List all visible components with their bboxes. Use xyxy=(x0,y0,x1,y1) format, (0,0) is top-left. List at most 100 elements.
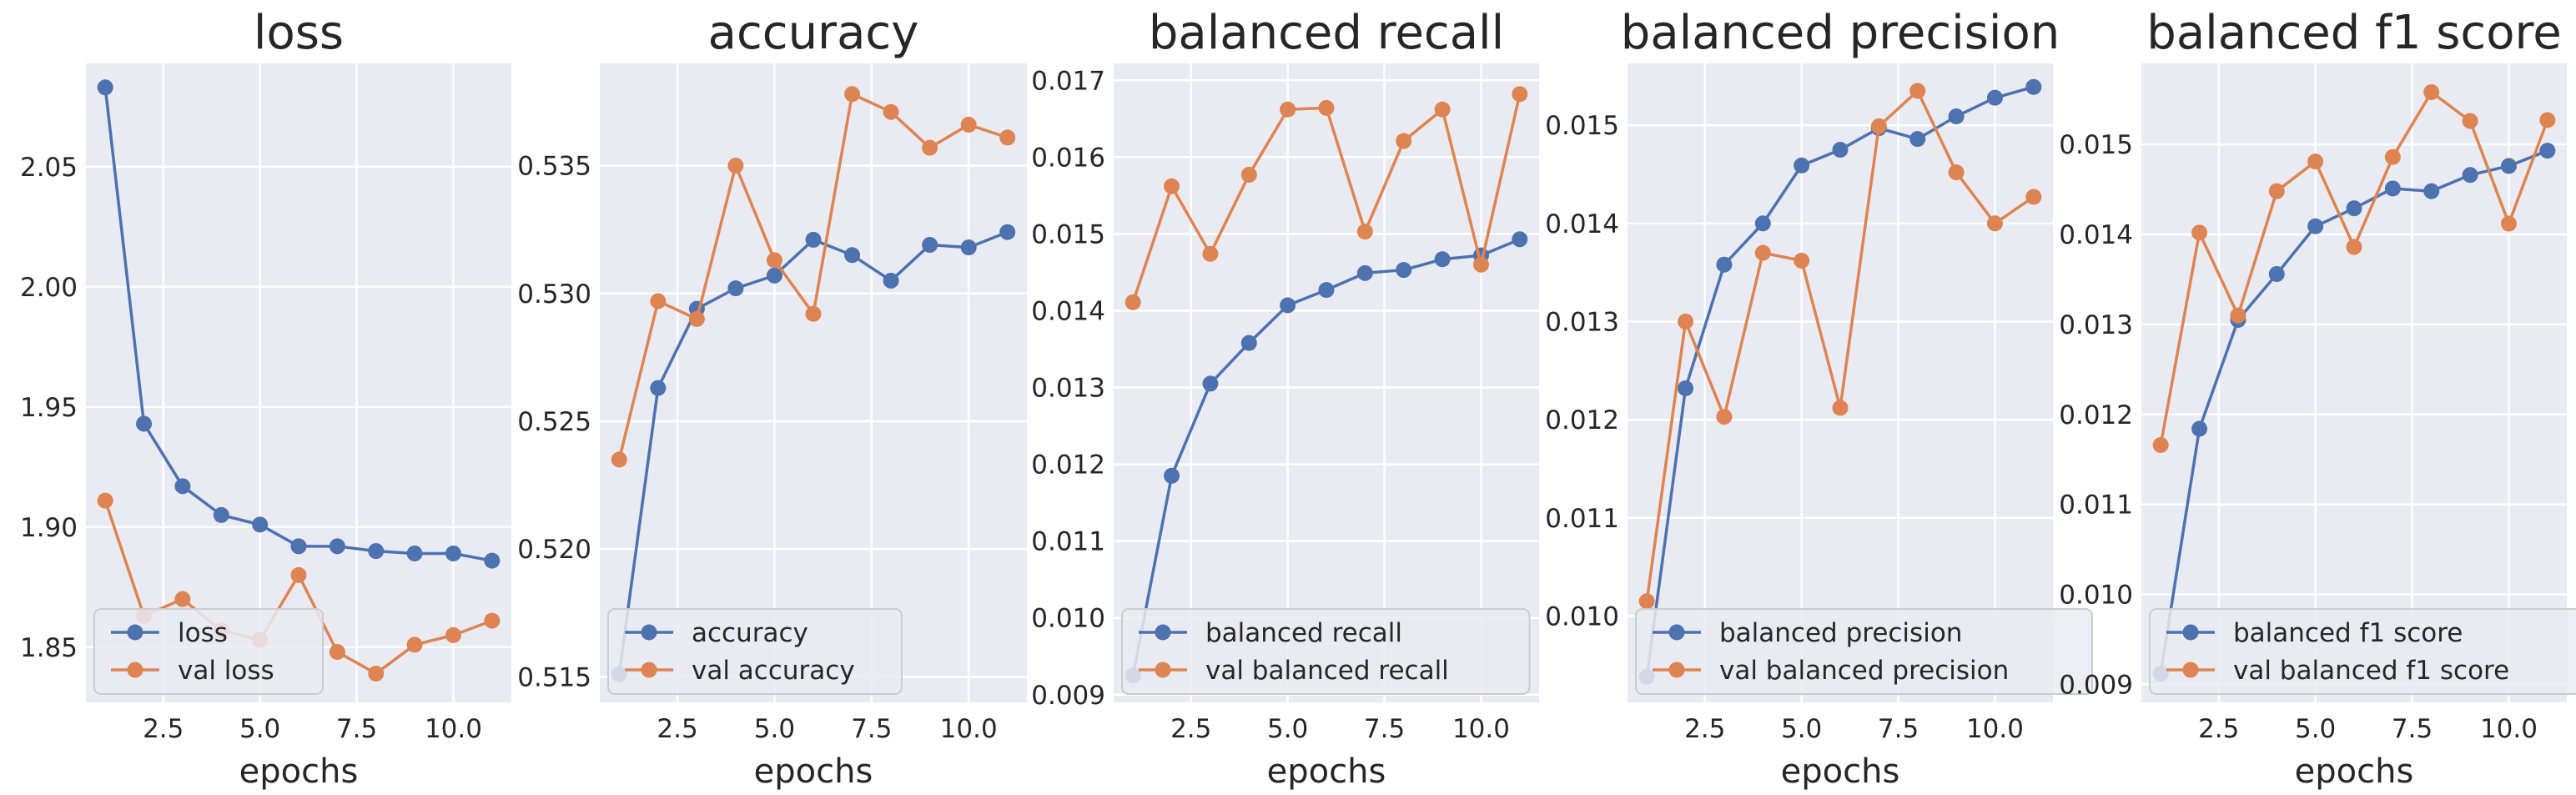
y-tick-label: 0.012 xyxy=(1545,405,1619,435)
y-tick-label: 0.015 xyxy=(1031,219,1105,249)
chart-panel: 2.5 5.0 7.5 10.0 0.009 0.010 0.011 0.012 0.013 0.… xyxy=(2059,6,2576,791)
x-tick-label: 7.5 xyxy=(2392,714,2433,744)
data-point xyxy=(329,644,345,661)
x-tick-label: 2.5 xyxy=(2198,714,2239,744)
data-point xyxy=(2191,420,2208,437)
y-tick-label: 0.015 xyxy=(2059,130,2133,160)
data-point xyxy=(136,415,153,432)
y-tick-label: 1.90 xyxy=(20,513,78,543)
data-point xyxy=(727,158,744,174)
x-tick-label: 10.0 xyxy=(940,714,998,744)
data-point xyxy=(1512,231,1528,248)
data-point xyxy=(2025,189,2042,205)
plot-area xyxy=(1114,63,1539,702)
x-tick-label: 2.5 xyxy=(1170,714,1211,744)
y-tick-label: 0.515 xyxy=(517,662,591,692)
legend: balanced recall val balanced recall xyxy=(1121,608,1531,695)
data-point xyxy=(1280,101,1296,118)
chart-title: loss xyxy=(254,6,344,60)
y-tick-label: 0.525 xyxy=(517,407,591,437)
chart-title: balanced recall xyxy=(1149,6,1504,60)
y-tick-label: 0.014 xyxy=(1545,209,1619,239)
data-point xyxy=(1280,297,1296,314)
data-point xyxy=(1356,264,1373,281)
data-point xyxy=(2307,153,2324,170)
y-tick-label: 0.010 xyxy=(1545,601,1619,631)
data-point xyxy=(290,566,307,583)
y-tick-label: 0.014 xyxy=(2059,220,2133,250)
data-point xyxy=(650,293,667,309)
x-tick-label: 5.0 xyxy=(2295,714,2336,744)
data-point xyxy=(2268,183,2285,199)
y-tick-label: 0.013 xyxy=(1545,307,1619,337)
legend-entry: val balanced f1 score xyxy=(2233,656,2509,686)
data-point xyxy=(1434,101,1451,118)
data-point xyxy=(445,545,461,561)
data-point xyxy=(805,231,822,248)
x-axis-label: epochs xyxy=(1267,752,1386,791)
data-point xyxy=(1318,282,1335,299)
y-tick-label: 0.014 xyxy=(1031,296,1105,326)
data-point xyxy=(2423,84,2440,101)
data-point xyxy=(2025,78,2042,95)
legend-entry: loss xyxy=(178,618,228,648)
data-point xyxy=(1240,335,1257,351)
legend-marker xyxy=(2182,624,2199,641)
data-point xyxy=(999,129,1016,146)
data-point xyxy=(2346,239,2362,255)
data-point xyxy=(766,252,782,269)
plot-area xyxy=(600,63,1027,702)
data-point xyxy=(650,380,667,396)
data-point xyxy=(174,591,191,607)
legend-marker xyxy=(1155,662,1171,678)
x-tick-label: 5.0 xyxy=(1781,714,1822,744)
plot-area xyxy=(2141,63,2567,702)
data-point xyxy=(2152,436,2169,453)
data-point xyxy=(883,103,899,120)
data-point xyxy=(1754,244,1771,261)
legend-marker xyxy=(127,662,143,678)
data-point xyxy=(329,538,345,555)
data-point xyxy=(1356,224,1373,240)
data-point xyxy=(484,612,501,629)
x-tick-label: 5.0 xyxy=(754,714,795,744)
data-point xyxy=(2384,148,2401,165)
y-tick-label: 0.011 xyxy=(1031,527,1105,557)
data-point xyxy=(2423,183,2440,199)
data-point xyxy=(174,478,191,495)
x-tick-label: 2.5 xyxy=(143,714,184,744)
legend-marker xyxy=(127,624,143,641)
data-point xyxy=(1202,245,1219,262)
data-point xyxy=(2500,158,2517,174)
legend-marker xyxy=(2182,662,2199,678)
data-point xyxy=(406,545,423,561)
data-point xyxy=(766,267,782,284)
chart-panel: 2.5 5.0 7.5 10.0 0.010 0.011 0.012 0.013 0.014 0.… xyxy=(1545,6,2093,791)
data-point xyxy=(1986,89,2003,106)
chart-panel: 2.5 5.0 7.5 10.0 0.515 0.520 0.525 0.530 0.535 ac… xyxy=(517,6,1027,791)
data-point xyxy=(97,79,113,96)
chart-title: accuracy xyxy=(708,6,919,60)
y-tick-label: 0.009 xyxy=(1031,681,1105,711)
data-point xyxy=(844,247,861,264)
legend-marker xyxy=(1668,624,1685,641)
y-tick-label: 0.016 xyxy=(1031,143,1105,173)
data-point xyxy=(1948,108,1965,125)
x-tick-label: 7.5 xyxy=(1364,714,1405,744)
plot-area xyxy=(86,63,511,702)
y-tick-label: 0.010 xyxy=(1031,604,1105,634)
data-point xyxy=(1678,380,1694,396)
data-point xyxy=(2307,218,2324,234)
data-point xyxy=(1240,166,1257,183)
legend: accuracy val accuracy xyxy=(607,608,903,695)
data-point xyxy=(445,626,461,643)
legend-entry: accuracy xyxy=(692,618,808,648)
data-point xyxy=(922,237,938,254)
data-point xyxy=(2539,143,2556,159)
x-axis-label: epochs xyxy=(754,752,873,791)
legend-marker xyxy=(1155,624,1171,641)
data-point xyxy=(1948,164,1965,181)
x-tick-label: 10.0 xyxy=(1966,714,2024,744)
x-tick-label: 10.0 xyxy=(2480,714,2538,744)
